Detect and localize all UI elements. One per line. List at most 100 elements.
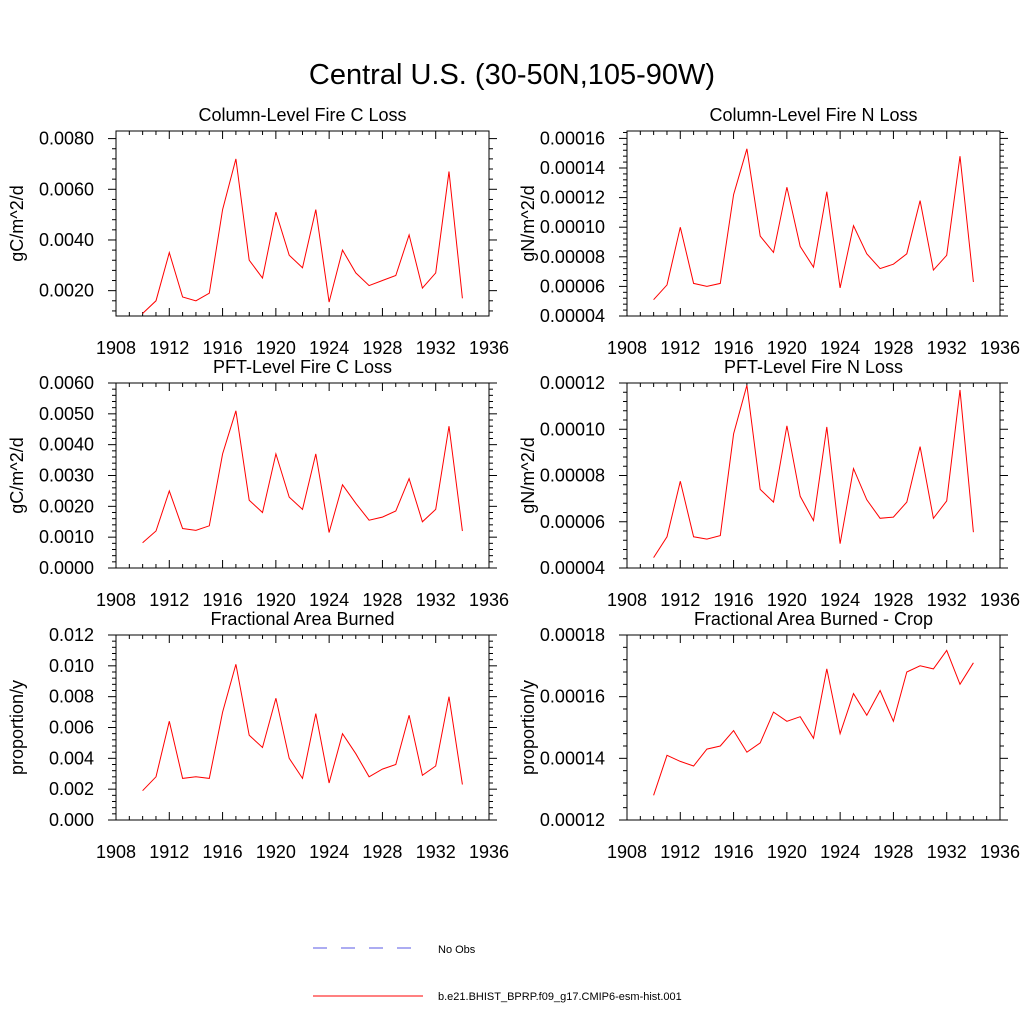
panel-title: Fractional Area Burned: [210, 609, 394, 629]
y-tick-label: 0.00016: [540, 128, 605, 148]
y-tick-label: 0.0060: [39, 179, 94, 199]
x-tick-label: 1924: [820, 338, 860, 358]
x-tick-label: 1916: [203, 338, 243, 358]
x-tick-label: 1924: [820, 842, 860, 862]
series-line-1: [142, 664, 463, 792]
legend-label-no-obs: No Obs: [438, 944, 476, 956]
y-tick-label: 0.0050: [39, 404, 94, 424]
series-line-1: [653, 385, 974, 558]
x-tick-label: 1936: [469, 590, 509, 610]
y-axis-label: proportion/y: [518, 680, 538, 775]
x-tick-label: 1932: [927, 590, 967, 610]
x-tick-label: 1912: [660, 842, 700, 862]
x-tick-label: 1912: [660, 590, 700, 610]
x-tick-label: 1908: [607, 590, 647, 610]
y-tick-label: 0.0010: [39, 527, 94, 547]
chart-panel-6: Fractional Area Burned - Crop proportion/…: [518, 609, 1020, 862]
x-tick-label: 1916: [203, 842, 243, 862]
x-tick-label: 1928: [362, 590, 402, 610]
y-tick-label: 0.0020: [39, 281, 94, 301]
x-tick-label: 1936: [980, 590, 1020, 610]
y-tick-label: 0.0040: [39, 230, 94, 250]
x-tick-label: 1928: [873, 590, 913, 610]
chart-panel-1: Column-Level Fire C Loss gC/m^2/d 1908 1912…: [7, 105, 509, 358]
x-tick-label: 1916: [714, 590, 754, 610]
legend-label-model-run: b.e21.BHIST_BPRP.f09_g17.CMIP6-esm-hist.…: [438, 991, 682, 1003]
y-tick-label: 0.0000: [39, 558, 94, 578]
chart-panel-3: PFT-Level Fire C Loss gC/m^2/d 1908 1912 191…: [7, 357, 509, 610]
x-tick-label: 1928: [873, 842, 913, 862]
series-line-1: [142, 158, 463, 314]
y-tick-label: 0.00004: [540, 558, 605, 578]
y-tick-label: 0.00012: [540, 373, 605, 393]
chart-panel-4: PFT-Level Fire N Loss gN/m^2/d 1908 1912 191…: [518, 357, 1020, 610]
y-tick-label: 0.00012: [540, 188, 605, 208]
x-tick-label: 1920: [256, 590, 296, 610]
series-line-1: [653, 148, 974, 301]
x-tick-label: 1908: [96, 338, 136, 358]
y-tick-label: 0.00016: [540, 687, 605, 707]
x-tick-label: 1916: [203, 590, 243, 610]
y-tick-label: 0.0020: [39, 496, 94, 516]
panel-title: Column-Level Fire C Loss: [198, 105, 406, 125]
chart-panel-2: Column-Level Fire N Loss gN/m^2/d 1908 1912…: [518, 105, 1020, 358]
x-tick-label: 1928: [873, 338, 913, 358]
y-tick-label: 0.004: [49, 748, 94, 768]
y-tick-label: 0.0060: [39, 373, 94, 393]
y-tick-label: 0.0080: [39, 129, 94, 149]
y-axis-label: gN/m^2/d: [518, 437, 538, 513]
y-tick-label: 0.012: [49, 625, 94, 645]
y-tick-label: 0.000: [49, 810, 94, 830]
y-tick-label: 0.006: [49, 718, 94, 738]
y-axis-label: gC/m^2/d: [7, 185, 27, 261]
x-tick-label: 1908: [607, 842, 647, 862]
x-tick-label: 1936: [980, 842, 1020, 862]
x-tick-label: 1928: [362, 338, 402, 358]
y-axis-label: gC/m^2/d: [7, 437, 27, 513]
x-tick-label: 1912: [149, 338, 189, 358]
x-tick-label: 1924: [309, 338, 349, 358]
x-tick-label: 1932: [416, 842, 456, 862]
x-tick-label: 1932: [927, 338, 967, 358]
y-tick-label: 0.0040: [39, 435, 94, 455]
x-tick-label: 1932: [927, 842, 967, 862]
x-tick-label: 1920: [256, 338, 296, 358]
y-tick-label: 0.00010: [540, 217, 605, 237]
y-axis-label: gN/m^2/d: [518, 185, 538, 261]
x-tick-label: 1908: [607, 338, 647, 358]
y-axis-label: proportion/y: [7, 680, 27, 775]
figure-title: Central U.S. (30-50N,105-90W): [309, 59, 715, 91]
y-tick-label: 0.00008: [540, 466, 605, 486]
x-tick-label: 1908: [96, 590, 136, 610]
panel-title: Fractional Area Burned - Crop: [694, 609, 933, 629]
y-tick-label: 0.00004: [540, 306, 605, 326]
x-tick-label: 1932: [416, 590, 456, 610]
x-tick-label: 1916: [714, 338, 754, 358]
y-tick-label: 0.00018: [540, 625, 605, 645]
x-tick-label: 1920: [767, 338, 807, 358]
x-tick-label: 1912: [149, 590, 189, 610]
x-tick-label: 1936: [980, 338, 1020, 358]
x-tick-label: 1920: [767, 590, 807, 610]
x-tick-label: 1920: [256, 842, 296, 862]
y-tick-label: 0.00014: [540, 748, 605, 768]
x-tick-label: 1936: [469, 338, 509, 358]
y-tick-label: 0.010: [49, 656, 94, 676]
y-tick-label: 0.00008: [540, 247, 605, 267]
series-line-1: [653, 649, 974, 796]
y-tick-label: 0.00006: [540, 512, 605, 532]
x-tick-label: 1924: [309, 842, 349, 862]
x-tick-label: 1928: [362, 842, 402, 862]
y-tick-label: 0.0030: [39, 466, 94, 486]
x-tick-label: 1932: [416, 338, 456, 358]
y-tick-label: 0.00010: [540, 419, 605, 439]
y-tick-label: 0.00014: [540, 158, 605, 178]
panel-title: PFT-Level Fire C Loss: [213, 357, 392, 377]
x-tick-label: 1924: [820, 590, 860, 610]
legend: No Obs b.e21.BHIST_BPRP.f09_g17.CMIP6-es…: [313, 944, 682, 1003]
panel-title: Column-Level Fire N Loss: [709, 105, 917, 125]
x-tick-label: 1936: [469, 842, 509, 862]
y-tick-label: 0.00006: [540, 276, 605, 296]
chart-panel-5: Fractional Area Burned proportion/y 1908 19…: [7, 609, 509, 862]
x-tick-label: 1912: [149, 842, 189, 862]
